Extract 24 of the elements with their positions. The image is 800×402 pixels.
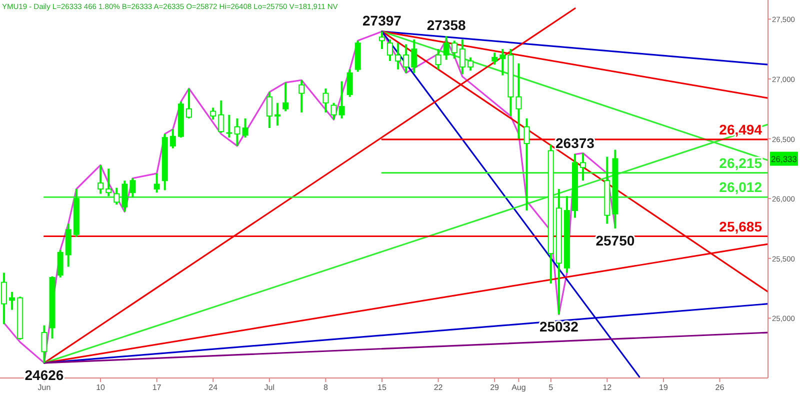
series-label: 26,012 — [719, 179, 762, 196]
x-tick-label: 10 — [96, 383, 106, 392]
annotation: 26,333 — [771, 154, 798, 164]
x-tick-label: Aug — [512, 383, 526, 392]
series-label: 25,685 — [719, 218, 762, 234]
annotation: 27358 — [426, 17, 466, 34]
x-tick-label: 17 — [152, 383, 162, 392]
annotation: 25032 — [539, 318, 579, 334]
annotation: 24626 — [24, 366, 64, 383]
x-tick-label: 19 — [659, 383, 668, 392]
x-tick-label: 29 — [490, 383, 500, 392]
x-tick-label: Jul — [264, 383, 275, 392]
x-tick-label: 24 — [208, 383, 218, 392]
annotation: 26373 — [556, 134, 595, 151]
annotation: 27397 — [362, 12, 402, 28]
x-tick-label: 12 — [602, 383, 612, 392]
series-label: 26,215 — [719, 154, 762, 171]
x-tick-label: 8 — [323, 383, 328, 392]
x-tick-label: Jun — [38, 383, 51, 392]
x-tick-label: 15 — [378, 383, 387, 392]
x-tick-label: 22 — [434, 383, 444, 392]
x-tick-label: 5 — [548, 383, 554, 392]
annotation: 25750 — [596, 232, 635, 248]
x-tick-label: 26 — [715, 383, 725, 392]
